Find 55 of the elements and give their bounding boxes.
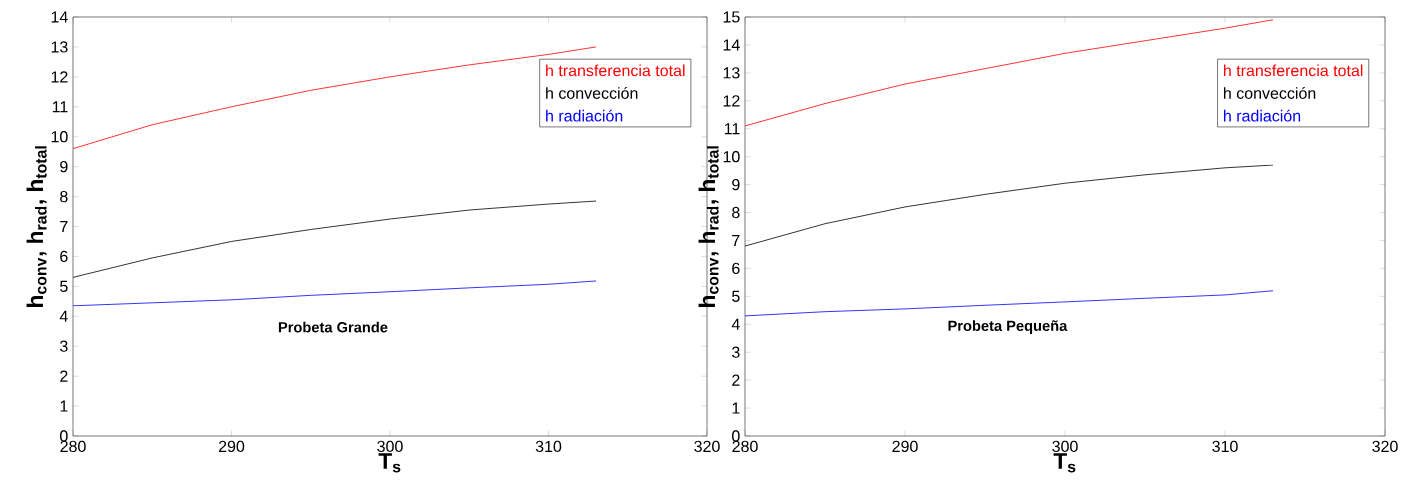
y-tick-label: 15 — [723, 11, 740, 23]
y-tick-label: 6 — [732, 262, 740, 275]
x-tick-label: 280 — [732, 440, 758, 453]
line-series — [745, 290, 1274, 317]
y-tick-label: 5 — [60, 280, 68, 292]
y-tick-label: 0 — [732, 430, 740, 442]
y-tick-label: 11 — [724, 123, 740, 135]
y-tick-label: 0 — [60, 430, 68, 442]
x-tick-label: 290 — [218, 440, 245, 453]
y-tick-label: 3 — [732, 346, 740, 358]
y-tick-label: 3 — [60, 340, 68, 352]
x-tick-label: 310 — [535, 440, 562, 453]
x-tick-label: 300 — [377, 440, 403, 453]
text: h radiación — [1224, 109, 1301, 122]
x-axis-title: T$_{s}$ — [1053, 453, 1076, 473]
y-tick-label: 1 — [60, 400, 68, 412]
y-tick-label: 2 — [732, 374, 740, 386]
y-axis-title: h$_{conv}$, h$_{rad}$, h$_{total}$ — [26, 146, 47, 307]
text: h transferencia total — [1224, 64, 1363, 77]
y-tick-label: 12 — [51, 71, 68, 83]
text: h radiación — [546, 109, 623, 122]
y-tick-label: 8 — [732, 206, 740, 219]
y-tick-label: 7 — [732, 234, 740, 246]
y-tick-label: 10 — [723, 151, 740, 163]
text: h convección — [546, 86, 638, 99]
series-label: h transferencia total — [546, 64, 685, 77]
text: h convección — [1224, 86, 1316, 99]
x-tick-label: 320 — [1372, 440, 1398, 453]
x-tick-label: 310 — [1212, 440, 1238, 453]
x-tick-label: 320 — [694, 440, 720, 453]
y-tick-label: 5 — [732, 290, 740, 302]
y-tick-label: 13 — [51, 41, 68, 53]
y-tick-label: 8 — [60, 190, 68, 203]
y-tick-label: 1 — [732, 402, 740, 414]
y-tick-label: 7 — [60, 221, 68, 232]
y-tick-label: 2 — [60, 370, 68, 382]
x-tick-label: 300 — [1052, 440, 1078, 453]
x-axis-title: T$_{s}$ — [378, 453, 401, 473]
y-tick-label: 9 — [60, 160, 68, 173]
y-tick-label: 4 — [59, 310, 68, 322]
y-tick-label: 14 — [723, 39, 740, 51]
y-tick-label: 14 — [51, 11, 68, 23]
y-tick-label: 9 — [732, 178, 740, 191]
y-tick-label: 10 — [51, 131, 68, 143]
y-axis-title: h$_{conv}$, h$_{rad}$, h$_{total}$ — [698, 146, 719, 307]
annotation: Probeta Grande — [278, 321, 388, 333]
annotation: Probeta Pequeña — [948, 320, 1068, 334]
y-tick-label: 11 — [52, 101, 68, 113]
x-tick-label: 290 — [892, 440, 918, 453]
y-tick-label: 4 — [731, 318, 740, 330]
y-tick-label: 12 — [723, 95, 740, 107]
x-tick-label: 280 — [60, 440, 86, 453]
y-tick-label: 6 — [60, 250, 68, 263]
line-series — [73, 280, 597, 307]
y-tick-label: 13 — [723, 67, 740, 79]
